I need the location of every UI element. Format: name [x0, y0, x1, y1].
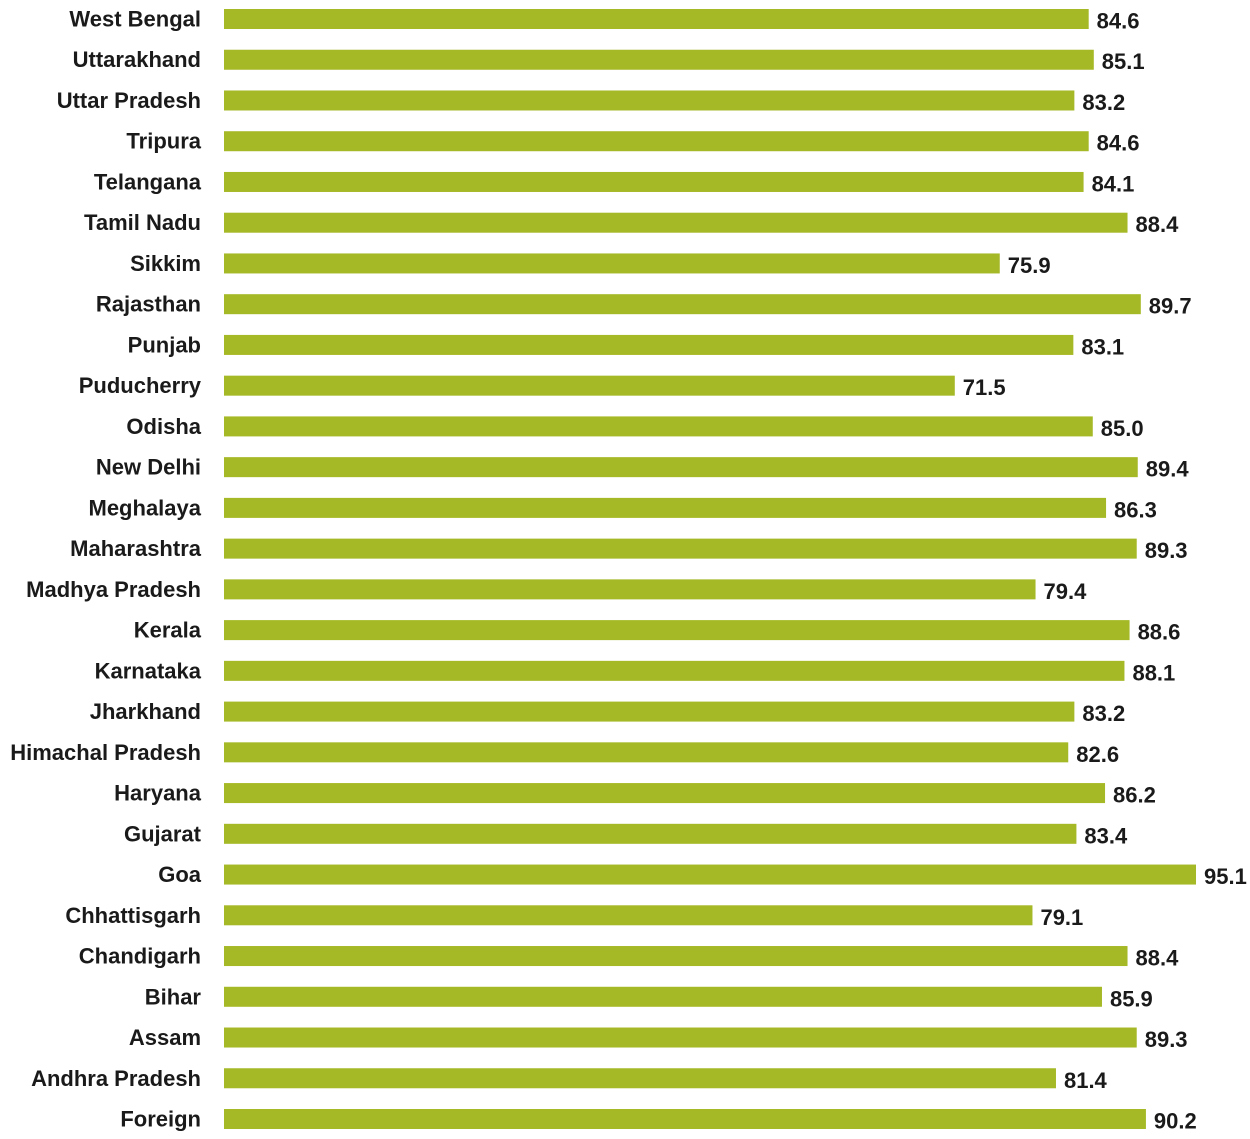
category-labels: West Bengal Uttarakhand Uttar Pradesh Tripu…	[10, 7, 202, 1132]
value-label-madhya-pradesh: 79.4	[1044, 579, 1088, 604]
value-label-rajasthan: 89.7	[1149, 294, 1192, 319]
bar-uttarakhand	[224, 49, 1094, 70]
bar-foreign	[224, 1109, 1146, 1129]
value-label-tripura: 84.6	[1097, 131, 1140, 156]
value-label-meghalaya: 86.3	[1114, 497, 1157, 522]
value-label-haryana: 86.2	[1113, 783, 1156, 808]
bar-gujarat	[224, 823, 1077, 844]
value-label-goa: 95.1	[1204, 864, 1247, 889]
bars	[224, 9, 1196, 1129]
bar-puducherry	[224, 375, 955, 396]
value-label-west-bengal: 84.6	[1097, 9, 1140, 34]
value-labels: 84.685.183.284.684.188.475.989.783.171.5…	[963, 9, 1247, 1134]
category-label-odisha: Odisha	[126, 414, 201, 439]
category-label-goa: Goa	[158, 862, 202, 887]
value-label-uttarakhand: 85.1	[1102, 49, 1145, 74]
bar-himachal-pradesh	[224, 742, 1069, 763]
value-label-sikkim: 75.9	[1008, 253, 1051, 278]
value-label-bihar: 85.9	[1110, 986, 1153, 1011]
value-label-puducherry: 71.5	[963, 375, 1006, 400]
category-label-uttarakhand: Uttarakhand	[73, 47, 201, 72]
value-label-andhra-pradesh: 81.4	[1064, 1068, 1108, 1093]
bar-karnataka	[224, 660, 1125, 681]
value-label-chandigarh: 88.4	[1136, 946, 1180, 971]
value-label-foreign: 90.2	[1154, 1109, 1197, 1134]
value-label-karnataka: 88.1	[1132, 660, 1175, 685]
value-label-telangana: 84.1	[1092, 171, 1135, 196]
value-label-jharkhand: 83.2	[1082, 701, 1125, 726]
bar-uttar-pradesh	[224, 90, 1075, 111]
value-label-chhattisgarh: 79.1	[1040, 905, 1083, 930]
value-label-uttar-pradesh: 83.2	[1082, 90, 1125, 115]
bar-meghalaya	[224, 497, 1107, 518]
bar-tamil-nadu	[224, 212, 1128, 233]
bar-maharashtra	[224, 538, 1137, 559]
category-label-tamil-nadu: Tamil Nadu	[84, 210, 201, 235]
bar-bihar	[224, 986, 1102, 1007]
category-label-punjab: Punjab	[128, 332, 201, 357]
value-label-tamil-nadu: 88.4	[1136, 212, 1180, 237]
bar-rajasthan	[224, 294, 1141, 315]
category-label-meghalaya: Meghalaya	[89, 495, 202, 520]
value-label-kerala: 88.6	[1138, 620, 1181, 645]
category-label-karnataka: Karnataka	[95, 658, 202, 683]
category-label-madhya-pradesh: Madhya Pradesh	[26, 577, 201, 602]
category-label-chhattisgarh: Chhattisgarh	[65, 903, 201, 928]
bar-haryana	[224, 783, 1106, 804]
bar-chandigarh	[224, 946, 1128, 967]
category-label-telangana: Telangana	[94, 169, 202, 194]
bar-odisha	[224, 416, 1093, 437]
category-label-jharkhand: Jharkhand	[90, 699, 201, 724]
category-label-new-delhi: New Delhi	[96, 455, 201, 480]
category-label-bihar: Bihar	[145, 984, 202, 1009]
category-label-tripura: Tripura	[126, 129, 201, 154]
category-label-foreign: Foreign	[120, 1107, 201, 1132]
bar-goa	[224, 864, 1196, 885]
category-label-chandigarh: Chandigarh	[79, 944, 201, 969]
category-label-puducherry: Puducherry	[79, 373, 202, 398]
category-label-gujarat: Gujarat	[124, 821, 202, 846]
value-label-himachal-pradesh: 82.6	[1076, 742, 1119, 767]
category-label-uttar-pradesh: Uttar Pradesh	[57, 88, 201, 113]
bar-new-delhi	[224, 457, 1138, 478]
value-label-new-delhi: 89.4	[1146, 457, 1190, 482]
category-label-rajasthan: Rajasthan	[96, 292, 201, 317]
value-label-maharashtra: 89.3	[1145, 538, 1188, 563]
bar-west-bengal	[224, 9, 1089, 29]
bar-assam	[224, 1027, 1137, 1048]
category-label-himachal-pradesh: Himachal Pradesh	[10, 740, 201, 765]
bar-punjab	[224, 334, 1074, 355]
category-label-andhra-pradesh: Andhra Pradesh	[31, 1066, 201, 1091]
bar-jharkhand	[224, 701, 1075, 722]
category-label-kerala: Kerala	[134, 618, 202, 643]
bar-madhya-pradesh	[224, 579, 1036, 600]
category-label-west-bengal: West Bengal	[69, 7, 201, 32]
bar-tripura	[224, 131, 1089, 152]
bar-chhattisgarh	[224, 905, 1033, 926]
category-label-sikkim: Sikkim	[130, 251, 201, 276]
value-label-gujarat: 83.4	[1084, 823, 1128, 848]
category-label-haryana: Haryana	[114, 781, 202, 806]
category-label-maharashtra: Maharashtra	[70, 536, 202, 561]
bar-telangana	[224, 171, 1084, 192]
bar-kerala	[224, 620, 1130, 641]
category-label-assam: Assam	[129, 1025, 201, 1050]
value-label-assam: 89.3	[1145, 1027, 1188, 1052]
bar-andhra-pradesh	[224, 1068, 1056, 1089]
value-label-punjab: 83.1	[1081, 334, 1124, 359]
value-label-odisha: 85.0	[1101, 416, 1144, 441]
bar-sikkim	[224, 253, 1000, 274]
